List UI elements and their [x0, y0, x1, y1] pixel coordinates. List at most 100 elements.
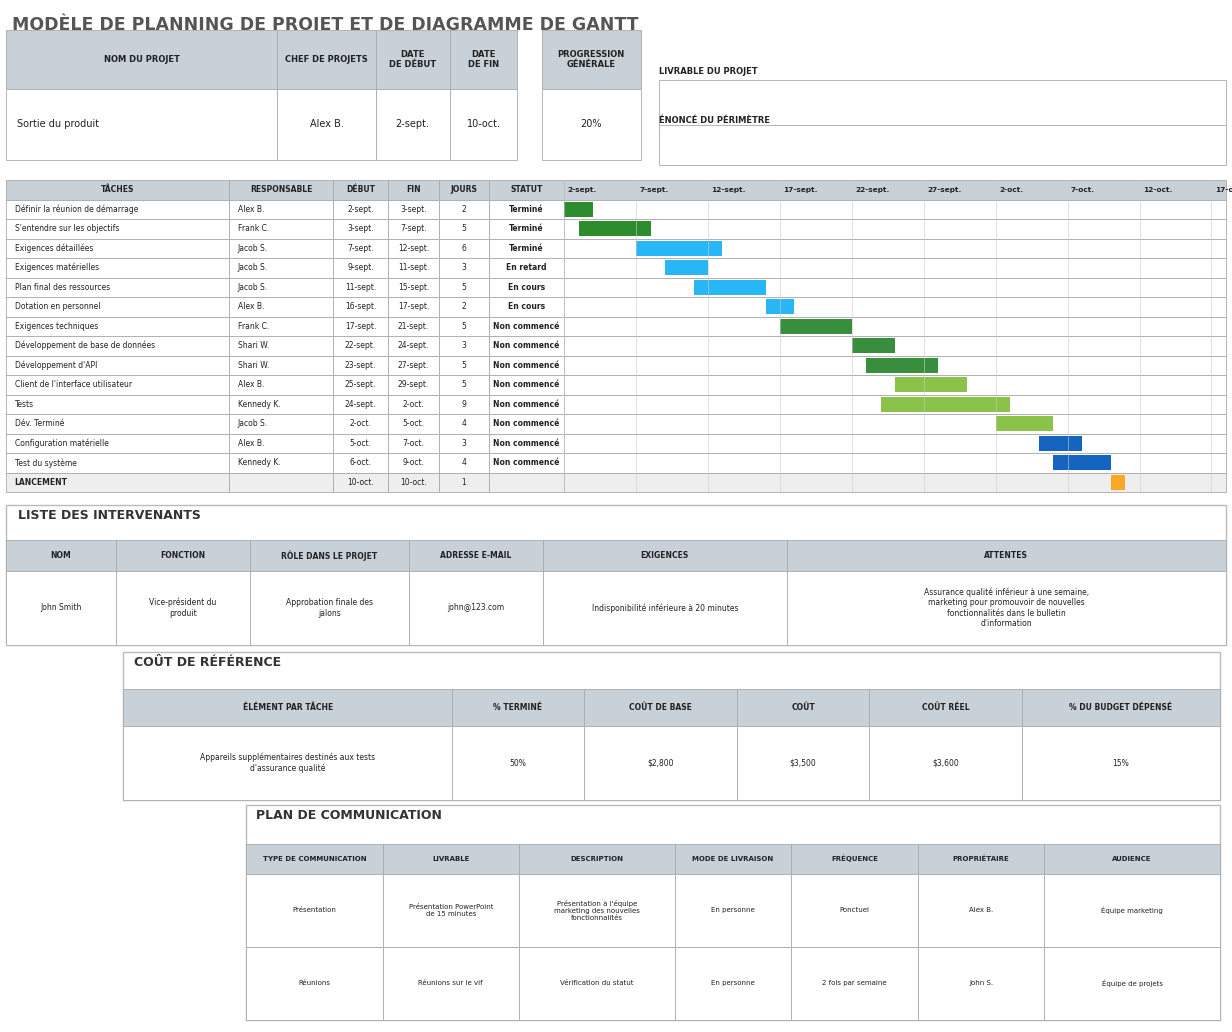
FancyBboxPatch shape: [277, 30, 376, 89]
FancyBboxPatch shape: [388, 375, 439, 394]
Text: NOM: NOM: [51, 551, 71, 560]
Text: LISTE DES INTERVENANTS: LISTE DES INTERVENANTS: [18, 509, 201, 522]
FancyBboxPatch shape: [376, 30, 450, 89]
FancyBboxPatch shape: [333, 258, 388, 278]
FancyBboxPatch shape: [694, 280, 765, 295]
FancyBboxPatch shape: [542, 89, 641, 160]
Text: DESCRIPTION: DESCRIPTION: [570, 856, 623, 862]
Text: 21-sept.: 21-sept.: [398, 322, 429, 330]
Text: 17-sept.: 17-sept.: [784, 187, 818, 193]
Text: Non commencé: Non commencé: [493, 322, 559, 330]
FancyBboxPatch shape: [388, 278, 439, 297]
FancyBboxPatch shape: [6, 453, 229, 473]
Text: Appareils supplémentaires destinés aux tests
d'assurance qualité: Appareils supplémentaires destinés aux t…: [200, 752, 376, 773]
Text: Assurance qualité inférieur à une semaine,
marketing pour promouvoir de nouvelle: Assurance qualité inférieur à une semain…: [924, 587, 1089, 628]
Text: John Smith: John Smith: [41, 604, 81, 612]
FancyBboxPatch shape: [851, 338, 894, 353]
Text: En cours: En cours: [508, 302, 545, 312]
FancyBboxPatch shape: [1045, 947, 1220, 1020]
Text: PROGRESSION
GÉNÉRALE: PROGRESSION GÉNÉRALE: [558, 50, 625, 69]
Text: 3: 3: [461, 263, 466, 272]
Text: Alex B.: Alex B.: [238, 439, 264, 448]
FancyBboxPatch shape: [489, 297, 564, 317]
Text: 11-sept.: 11-sept.: [398, 263, 429, 272]
Text: Approbation finale des
jalons: Approbation finale des jalons: [286, 599, 373, 617]
FancyBboxPatch shape: [6, 297, 229, 317]
Text: TÂCHES: TÂCHES: [101, 186, 134, 194]
FancyBboxPatch shape: [388, 317, 439, 336]
FancyBboxPatch shape: [543, 540, 787, 571]
Text: FIN: FIN: [407, 186, 421, 194]
Text: 7-sept.: 7-sept.: [639, 187, 669, 193]
Text: En cours: En cours: [508, 283, 545, 292]
FancyBboxPatch shape: [388, 199, 439, 219]
FancyBboxPatch shape: [519, 874, 675, 947]
FancyBboxPatch shape: [636, 240, 722, 256]
Text: FONCTION: FONCTION: [160, 551, 206, 560]
Text: 2-oct.: 2-oct.: [999, 187, 1023, 193]
FancyBboxPatch shape: [675, 874, 791, 947]
FancyBboxPatch shape: [6, 258, 229, 278]
Text: LIVRABLE DU PROJET: LIVRABLE DU PROJET: [659, 67, 758, 76]
FancyBboxPatch shape: [229, 219, 333, 238]
FancyBboxPatch shape: [765, 299, 795, 314]
FancyBboxPatch shape: [564, 453, 1226, 473]
Text: 17-sept.: 17-sept.: [345, 322, 376, 330]
Text: Kennedy K.: Kennedy K.: [238, 458, 281, 467]
Text: COÛT DE BASE: COÛT DE BASE: [630, 703, 692, 712]
Text: 4: 4: [461, 458, 466, 467]
Text: Exigences techniques: Exigences techniques: [15, 322, 97, 330]
Text: 27-sept.: 27-sept.: [398, 361, 429, 369]
FancyBboxPatch shape: [229, 414, 333, 433]
Text: JOURS: JOURS: [451, 186, 477, 194]
FancyBboxPatch shape: [6, 540, 116, 571]
Text: 15%: 15%: [1112, 759, 1130, 768]
Text: 9-sept.: 9-sept.: [347, 263, 373, 272]
Text: Exigences matérielles: Exigences matérielles: [15, 263, 99, 272]
FancyBboxPatch shape: [383, 874, 519, 947]
FancyBboxPatch shape: [564, 219, 1226, 238]
FancyBboxPatch shape: [1045, 874, 1220, 947]
FancyBboxPatch shape: [450, 30, 517, 89]
FancyBboxPatch shape: [564, 278, 1226, 297]
FancyBboxPatch shape: [439, 219, 489, 238]
FancyBboxPatch shape: [452, 725, 584, 800]
FancyBboxPatch shape: [542, 30, 641, 89]
Text: % TERMINÉ: % TERMINÉ: [493, 703, 542, 712]
Text: Dotation en personnel: Dotation en personnel: [15, 302, 100, 312]
Text: 10-oct.: 10-oct.: [400, 478, 428, 487]
Text: Sortie du produit: Sortie du produit: [17, 120, 99, 129]
Text: NOM DU PROJET: NOM DU PROJET: [103, 55, 180, 64]
Text: Jacob S.: Jacob S.: [238, 283, 267, 292]
FancyBboxPatch shape: [333, 297, 388, 317]
Text: Non commencé: Non commencé: [493, 361, 559, 369]
Text: Exigences détaillées: Exigences détaillées: [15, 244, 92, 253]
FancyBboxPatch shape: [1053, 455, 1111, 471]
FancyBboxPatch shape: [6, 414, 229, 433]
Text: 3-sept.: 3-sept.: [347, 224, 373, 233]
Text: Développement de base de données: Développement de base de données: [15, 341, 155, 351]
FancyBboxPatch shape: [519, 844, 675, 874]
FancyBboxPatch shape: [489, 278, 564, 297]
FancyBboxPatch shape: [6, 433, 229, 453]
Text: 27-sept.: 27-sept.: [928, 187, 961, 193]
Text: 15-sept.: 15-sept.: [398, 283, 429, 292]
Text: 12-sept.: 12-sept.: [398, 244, 429, 253]
FancyBboxPatch shape: [383, 947, 519, 1020]
FancyBboxPatch shape: [229, 317, 333, 336]
FancyBboxPatch shape: [439, 180, 489, 199]
FancyBboxPatch shape: [250, 540, 409, 571]
FancyBboxPatch shape: [439, 238, 489, 258]
FancyBboxPatch shape: [229, 336, 333, 355]
FancyBboxPatch shape: [333, 355, 388, 375]
Text: Non commencé: Non commencé: [493, 380, 559, 389]
FancyBboxPatch shape: [229, 278, 333, 297]
Text: Configuration matérielle: Configuration matérielle: [15, 439, 108, 448]
Text: john@123.com: john@123.com: [447, 604, 504, 612]
FancyBboxPatch shape: [564, 394, 1226, 414]
Text: ATTENTES: ATTENTES: [984, 551, 1029, 560]
Text: 29-sept.: 29-sept.: [398, 380, 429, 389]
FancyBboxPatch shape: [737, 689, 869, 725]
Text: Terminé: Terminé: [509, 224, 543, 233]
FancyBboxPatch shape: [6, 505, 1226, 645]
